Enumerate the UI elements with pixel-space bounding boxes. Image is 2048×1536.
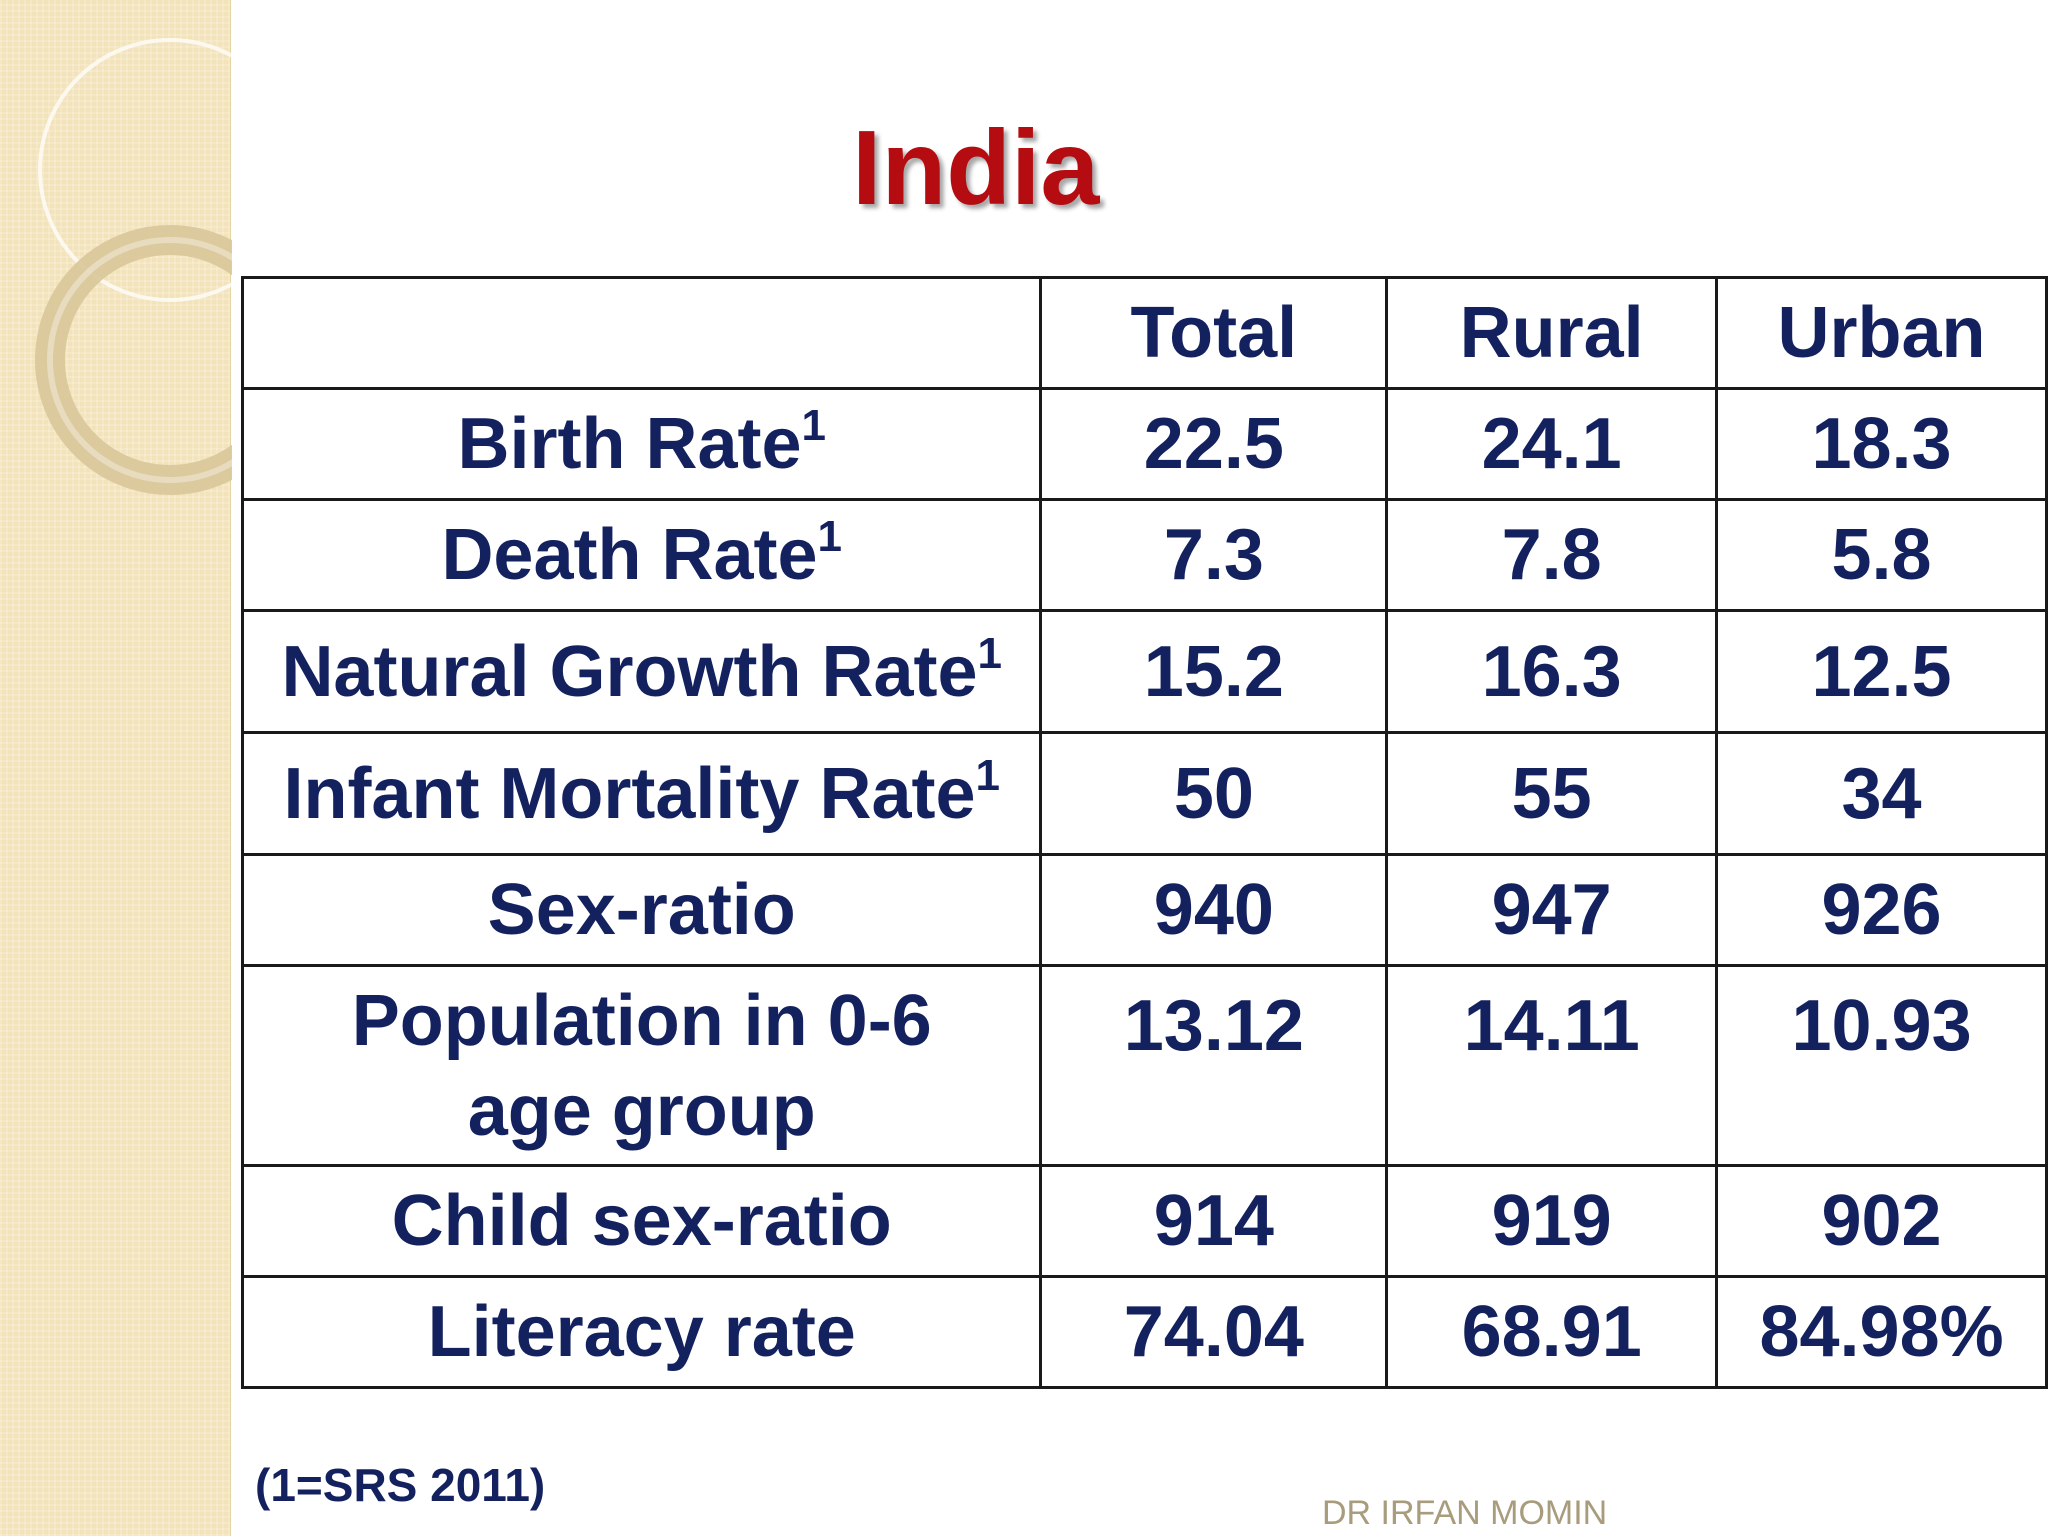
cell-total: 50 (1039, 731, 1389, 856)
row-label-line2: age group (467, 1070, 816, 1151)
cell-urban: 10.93 (1715, 964, 2048, 1167)
cell-rural: 55 (1385, 731, 1719, 856)
cell-rural: 16.3 (1385, 609, 1719, 734)
cell-urban: 12.5 (1715, 609, 2048, 734)
cell-total: 15.2 (1039, 609, 1389, 734)
cell-total: 74.04 (1039, 1275, 1389, 1389)
row-label-line1: Population in 0-6 (351, 980, 932, 1061)
table-row: Sex-ratio 940 947 926 (240, 853, 2048, 967)
source-footnote: (1=SRS 2011) (255, 1459, 546, 1511)
row-label: Natural Growth Rate1 (240, 609, 1043, 734)
cell-total-value: 13.12 (1123, 986, 1304, 1066)
footnote-marker: 1 (977, 628, 1003, 678)
header-total: Total (1039, 276, 1389, 390)
row-label-text: Birth Rate (457, 404, 802, 484)
table-row: Death Rate1 7.3 7.8 5.8 (240, 498, 2048, 612)
cell-rural-value: 14.11 (1463, 986, 1640, 1066)
cell-urban-value: 10.93 (1791, 986, 1972, 1066)
table-row: Literacy rate 74.04 68.91 84.98% (240, 1275, 2048, 1389)
cell-rural: 919 (1385, 1164, 1719, 1278)
decorative-side-strip (0, 0, 232, 1536)
table-row: Child sex-ratio 914 919 902 (240, 1164, 2048, 1278)
row-label: Child sex-ratio (240, 1164, 1043, 1278)
footnote-marker: 1 (801, 401, 826, 450)
cell-rural: 14.11 (1385, 964, 1719, 1167)
cell-rural: 24.1 (1385, 387, 1719, 501)
row-label-text: Literacy rate (427, 1292, 856, 1372)
row-label: Birth Rate1 (240, 387, 1043, 501)
table-row: Population in 0-6 age group 13.12 14.11 1… (240, 964, 2048, 1167)
cell-rural: 7.8 (1385, 498, 1719, 612)
cell-urban: 34 (1715, 731, 2048, 856)
cell-urban: 902 (1715, 1164, 2048, 1278)
author-credit: DR IRFAN MOMIN (1322, 1494, 1608, 1532)
cell-total: 13.12 (1039, 964, 1389, 1167)
cell-urban: 84.98% (1715, 1275, 2048, 1389)
cell-urban: 18.3 (1715, 387, 2048, 501)
slide-title: India (852, 109, 1100, 227)
row-label: Population in 0-6 age group (240, 964, 1043, 1167)
footnote-marker: 1 (817, 512, 843, 561)
table-row: Natural Growth Rate1 15.2 16.3 12.5 (240, 609, 2048, 734)
cell-urban: 926 (1715, 853, 2048, 967)
footnote-marker: 1 (975, 750, 1000, 800)
decorative-rings-graphic (35, 38, 232, 495)
header-empty-cell (240, 276, 1043, 390)
row-label: Infant Mortality Rate1 (240, 731, 1043, 856)
cell-total: 22.5 (1039, 387, 1389, 501)
cell-rural: 947 (1385, 853, 1719, 967)
header-urban: Urban (1715, 276, 2048, 390)
cell-rural: 68.91 (1385, 1275, 1719, 1389)
table-row: Birth Rate1 22.5 24.1 18.3 (240, 387, 2048, 501)
row-label-text: Child sex-ratio (391, 1181, 892, 1261)
row-label: Sex-ratio (240, 853, 1043, 967)
row-label-text: Sex-ratio (487, 870, 796, 950)
table-header-row: Total Rural Urban (240, 276, 2048, 390)
cell-urban: 5.8 (1715, 498, 2048, 612)
cell-total: 940 (1039, 853, 1389, 967)
demographics-table: Total Rural Urban Birth Rate1 22.5 24.1 … (240, 276, 2048, 1389)
row-label-text: Natural Growth Rate (281, 631, 978, 712)
row-label-text: Infant Mortality Rate (283, 753, 976, 834)
cell-total: 914 (1039, 1164, 1389, 1278)
header-rural: Rural (1385, 276, 1719, 390)
row-label-text: Death Rate (441, 515, 818, 595)
row-label: Literacy rate (240, 1275, 1043, 1389)
table-row: Infant Mortality Rate1 50 55 34 (240, 731, 2048, 856)
row-label: Death Rate1 (240, 498, 1043, 612)
cell-total: 7.3 (1039, 498, 1389, 612)
